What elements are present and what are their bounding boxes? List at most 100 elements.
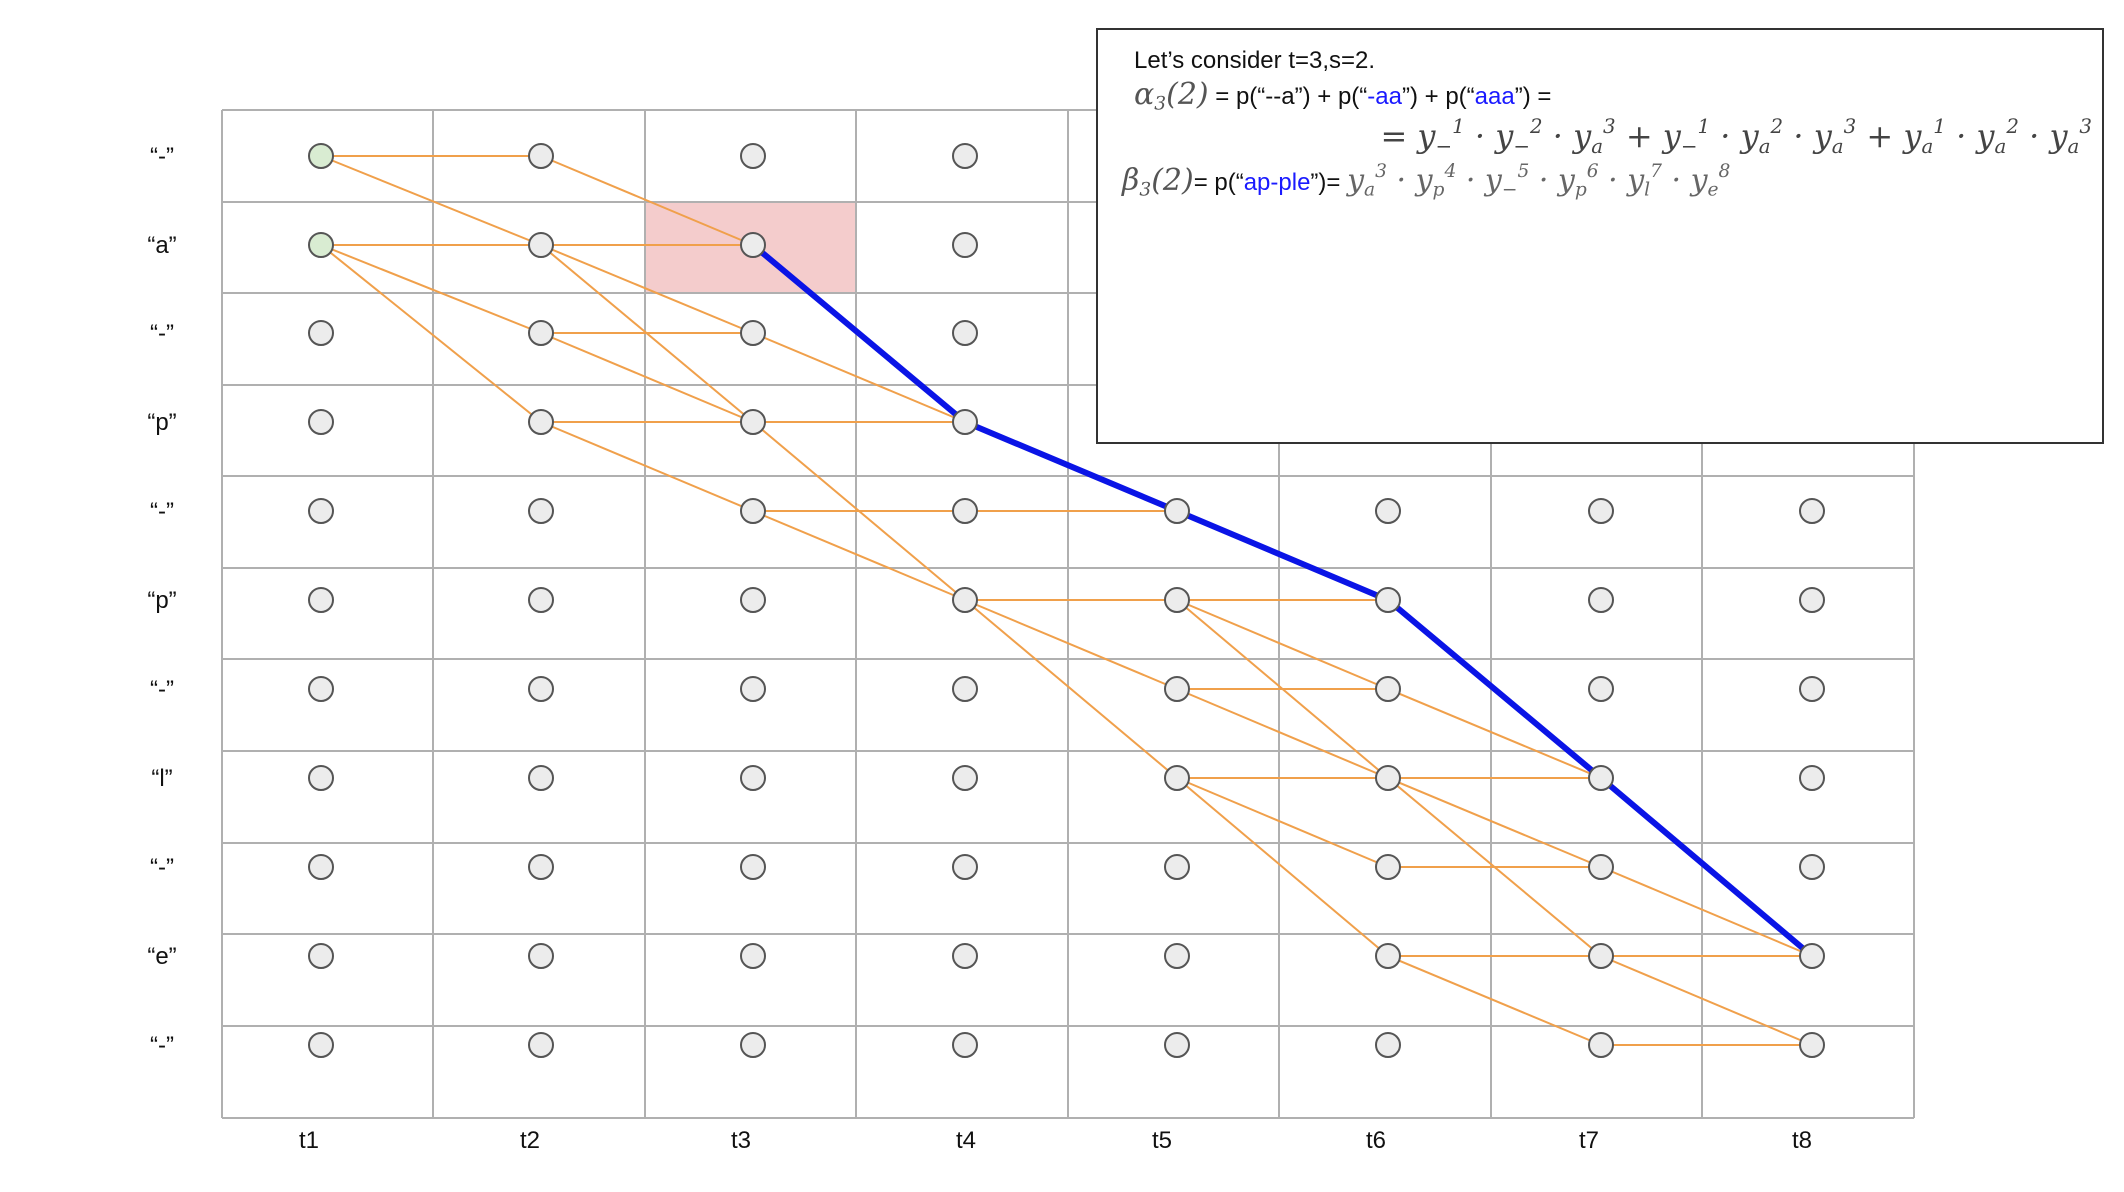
lattice-node bbox=[1588, 1032, 1614, 1058]
transition-edge bbox=[320, 244, 542, 334]
row-label: “p” bbox=[147, 587, 176, 614]
start-node bbox=[308, 232, 334, 258]
lattice-node bbox=[1375, 498, 1401, 524]
lattice-node bbox=[1164, 1032, 1190, 1058]
lattice-node bbox=[740, 854, 766, 880]
row-label: “-” bbox=[150, 676, 174, 703]
transition-edge bbox=[1387, 688, 1602, 779]
lattice-node bbox=[308, 1032, 334, 1058]
transition-edge bbox=[540, 332, 754, 423]
lattice-node bbox=[308, 320, 334, 346]
transition-edge bbox=[752, 510, 966, 601]
lattice-node bbox=[952, 409, 978, 435]
lattice-node bbox=[528, 1032, 554, 1058]
alpha-arg: (2) bbox=[1166, 77, 1209, 112]
column-label: t7 bbox=[1579, 1127, 1599, 1154]
lattice-node bbox=[1799, 943, 1825, 969]
transition-edge bbox=[1387, 955, 1602, 1046]
lattice-node bbox=[1164, 587, 1190, 613]
lattice-node bbox=[740, 320, 766, 346]
transition-edge bbox=[540, 421, 754, 512]
lattice-node bbox=[1164, 676, 1190, 702]
lattice-node bbox=[1588, 498, 1614, 524]
lattice-node bbox=[952, 854, 978, 880]
alpha-path-aaa: aaa bbox=[1474, 83, 1515, 110]
lattice-node bbox=[1588, 676, 1614, 702]
lattice-node bbox=[1164, 854, 1190, 880]
lattice-node bbox=[952, 1032, 978, 1058]
alpha-path-aa: -aa bbox=[1367, 83, 1402, 110]
lattice-node bbox=[1799, 1032, 1825, 1058]
lattice-node bbox=[308, 409, 334, 435]
transition-edge bbox=[1176, 777, 1389, 868]
row-label: “e” bbox=[147, 943, 176, 970]
lattice-node bbox=[1799, 498, 1825, 524]
alpha-index: 3 bbox=[1154, 93, 1167, 115]
lattice-node bbox=[528, 587, 554, 613]
beta-symbol: β bbox=[1122, 163, 1140, 198]
lattice-node bbox=[740, 943, 766, 969]
lattice-node bbox=[528, 143, 554, 169]
transition-edge bbox=[320, 155, 542, 246]
column-label: t6 bbox=[1366, 1127, 1386, 1154]
lattice-node bbox=[1164, 765, 1190, 791]
lattice-node bbox=[952, 676, 978, 702]
lattice-node bbox=[308, 765, 334, 791]
lattice-node bbox=[952, 765, 978, 791]
lattice-node bbox=[528, 854, 554, 880]
alpha-text-2: ”) + p(“ bbox=[1401, 83, 1475, 110]
alpha-symbol: α bbox=[1134, 77, 1155, 112]
transition-edge bbox=[1600, 866, 1813, 957]
lattice-node bbox=[308, 854, 334, 880]
lattice-node bbox=[308, 676, 334, 702]
lattice-node bbox=[1375, 676, 1401, 702]
beta-path-apple: ap-ple bbox=[1243, 169, 1311, 196]
alpha-definition: α3(2) = p(“--a”) + p(“-aa”) + p(“aaa”) = bbox=[1134, 78, 2102, 114]
lattice-node bbox=[528, 320, 554, 346]
transition-edges bbox=[320, 155, 1813, 1046]
lattice-node bbox=[740, 498, 766, 524]
row-label: “p” bbox=[147, 409, 176, 436]
lattice-node bbox=[1375, 1032, 1401, 1058]
lattice-node bbox=[528, 232, 554, 258]
lattice-node bbox=[1588, 765, 1614, 791]
transition-edge bbox=[752, 332, 966, 423]
lattice-node bbox=[740, 765, 766, 791]
beta-expansion-formula: ya3 · yp4 · y−5 · yp6 · yl7 · ye8 bbox=[1347, 160, 1731, 201]
lattice-node bbox=[308, 498, 334, 524]
column-label: t3 bbox=[731, 1127, 751, 1154]
lattice-node bbox=[740, 143, 766, 169]
lattice-node bbox=[1799, 587, 1825, 613]
column-label: t2 bbox=[520, 1127, 540, 1154]
lattice-node bbox=[952, 143, 978, 169]
row-label: “-” bbox=[150, 1032, 174, 1059]
lattice-node bbox=[308, 943, 334, 969]
row-label: “l” bbox=[151, 765, 172, 792]
lattice-node bbox=[952, 498, 978, 524]
transition-edge bbox=[540, 244, 754, 334]
beta-text-2: ”)= bbox=[1310, 169, 1341, 196]
lattice-node bbox=[1375, 854, 1401, 880]
lattice-node bbox=[952, 320, 978, 346]
transition-edge bbox=[964, 599, 1178, 779]
lattice-node bbox=[528, 409, 554, 435]
column-label: t5 bbox=[1152, 1127, 1172, 1154]
row-label: “-” bbox=[150, 854, 174, 881]
lattice-node bbox=[1588, 943, 1614, 969]
lattice-node bbox=[528, 765, 554, 791]
lattice-node bbox=[952, 943, 978, 969]
lattice-node bbox=[1799, 676, 1825, 702]
row-label: “a” bbox=[147, 232, 176, 259]
row-label: “-” bbox=[150, 320, 174, 347]
lattice-node bbox=[740, 232, 766, 258]
alpha-text-3: ”) = bbox=[1514, 83, 1552, 110]
lattice-node bbox=[740, 1032, 766, 1058]
alpha-expansion-formula: = y−1 · y−2 · ya3 + y−1 · ya2 · ya3 + ya… bbox=[1380, 115, 2092, 158]
column-label: t4 bbox=[956, 1127, 976, 1154]
lattice-node bbox=[308, 587, 334, 613]
lattice-node bbox=[528, 498, 554, 524]
lattice-node bbox=[1799, 854, 1825, 880]
column-label: t8 bbox=[1792, 1127, 1812, 1154]
lattice-node bbox=[740, 587, 766, 613]
